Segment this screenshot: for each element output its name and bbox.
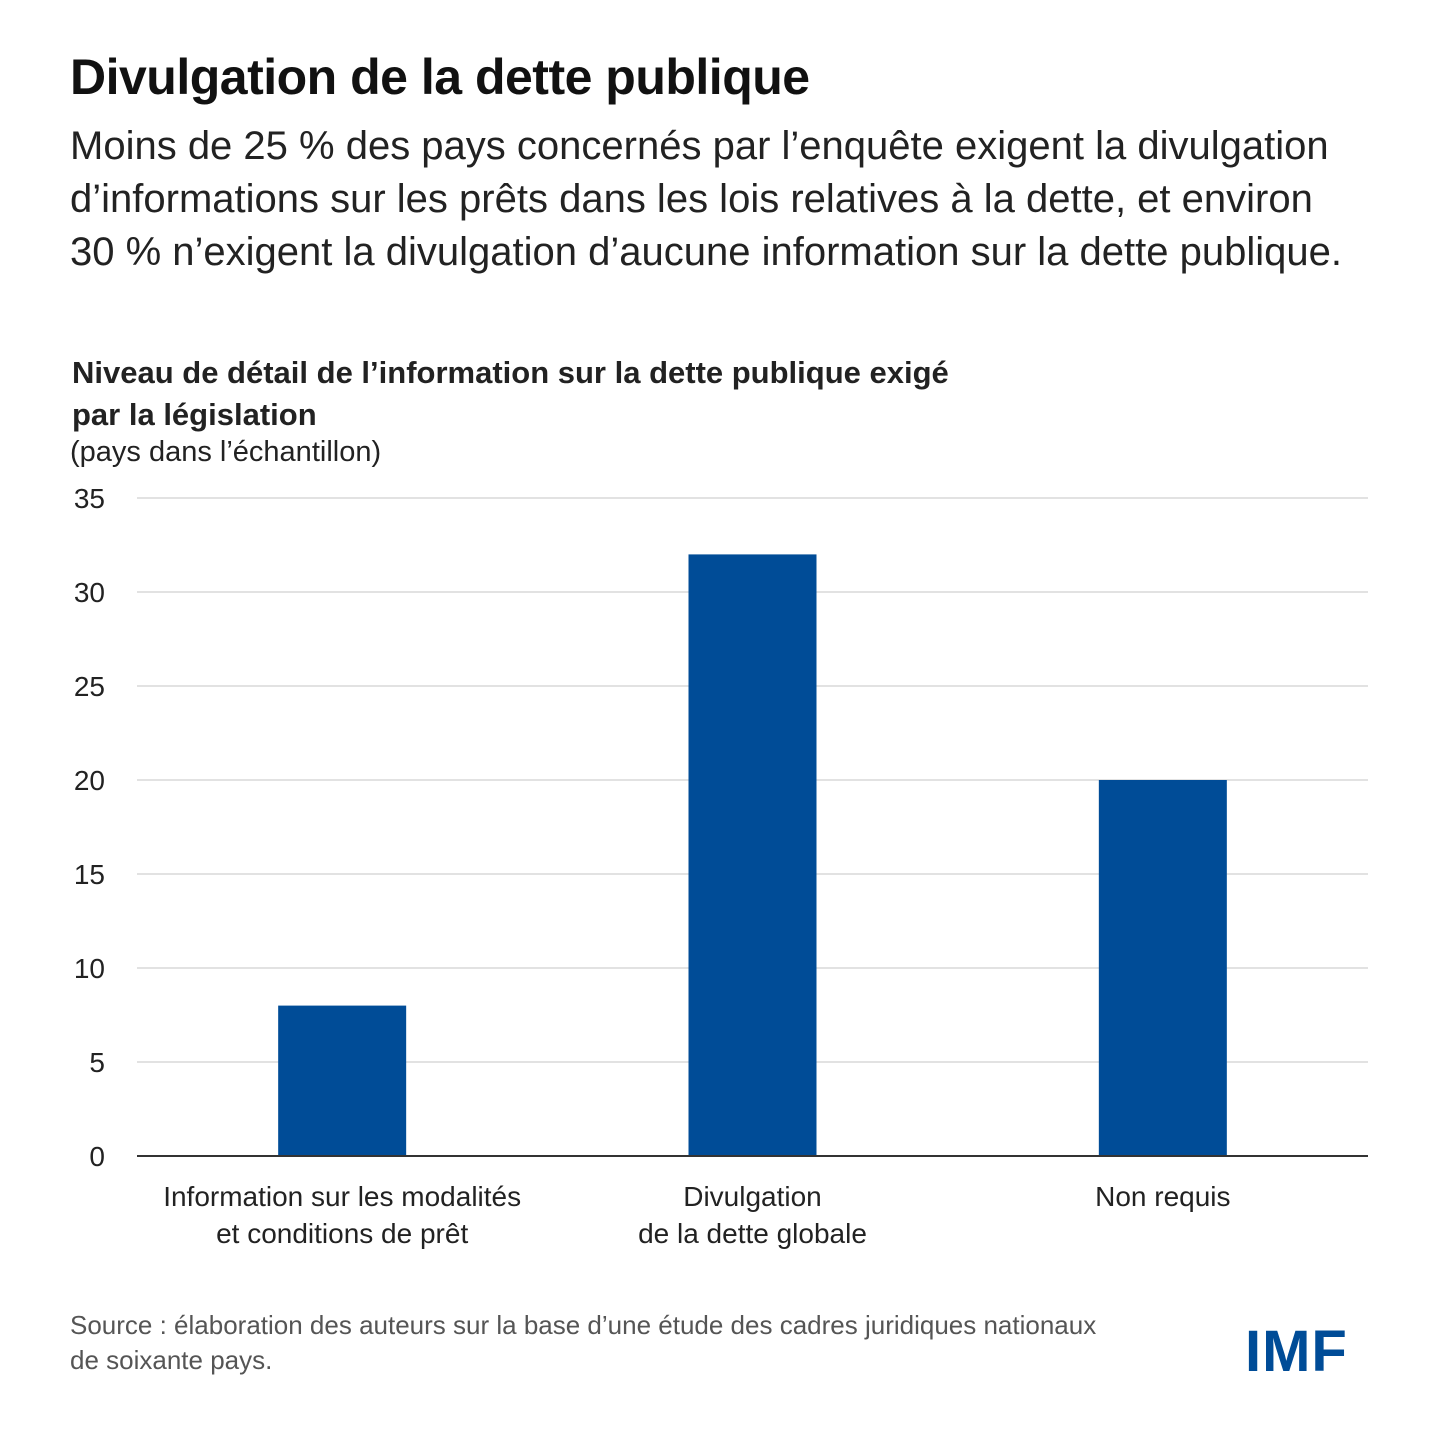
source-note: Source : élaboration des auteurs sur la …: [70, 1310, 1097, 1375]
x-tick-label: Information sur les modalités et conditi…: [163, 1181, 522, 1249]
page-title: Divulgation de la dette publique: [70, 49, 810, 105]
y-tick-label: 35: [74, 483, 105, 514]
y-axis-label: (pays dans l’échantillon): [70, 436, 382, 468]
y-tick-label: 5: [89, 1047, 105, 1078]
bar: [1098, 780, 1227, 1156]
imf-logo: IMF: [1245, 1319, 1348, 1384]
chart-title: Niveau de détail de l’information sur la…: [72, 355, 949, 432]
y-tick-label: 10: [74, 953, 105, 984]
x-tick-label: Divulgation de la dette globale: [638, 1181, 867, 1249]
y-tick-label: 15: [74, 859, 105, 890]
bar: [688, 554, 817, 1156]
y-tick-label: 0: [89, 1141, 105, 1172]
y-tick-label: 30: [74, 577, 105, 608]
x-tick-label: Non requis: [1095, 1181, 1231, 1212]
subtitle: Moins de 25 % des pays concernés par l’e…: [70, 124, 1342, 274]
y-tick-label: 25: [74, 671, 105, 702]
bar: [278, 1005, 407, 1156]
y-tick-label: 20: [74, 765, 105, 796]
